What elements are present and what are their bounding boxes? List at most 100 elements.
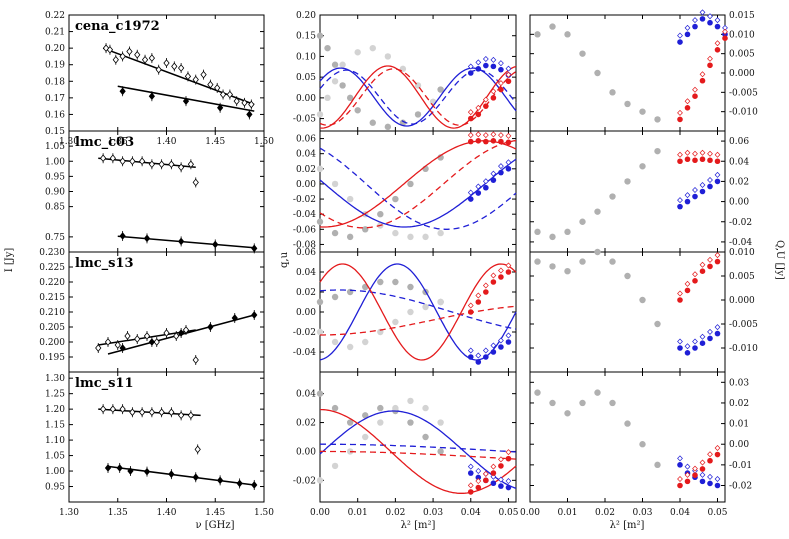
y-tick-label: 0.15 (296, 32, 316, 42)
u-open-point (714, 324, 721, 331)
y-tick-label: 0.06 (296, 135, 316, 145)
y-tick-label: 1.00 (45, 157, 65, 167)
grey-point (377, 404, 384, 412)
q-open-point (714, 151, 721, 158)
q-open-point (714, 40, 721, 47)
q-point (707, 157, 713, 164)
q-point (677, 482, 683, 489)
panel-frame (529, 371, 726, 503)
q-point (467, 309, 474, 315)
u-point (707, 19, 713, 26)
grey-point (564, 228, 571, 236)
data-point-open (124, 332, 131, 340)
grey-point (362, 433, 369, 441)
q-open-point (475, 131, 482, 138)
y-tick-label: 0.95 (45, 483, 65, 493)
q-point (684, 105, 691, 111)
q-open-point (467, 132, 474, 139)
grey-point (609, 193, 616, 200)
grey-point (549, 23, 556, 30)
panel-frame (319, 371, 517, 503)
model-curve-q_dashed (319, 139, 517, 229)
grey-point (407, 419, 414, 426)
y-tick-label: 0.85 (45, 203, 65, 213)
q-open-point (467, 109, 474, 116)
model-curve-q_solid (319, 140, 517, 228)
q-point (498, 138, 504, 145)
model-curve-u_solid (319, 410, 517, 490)
grey-point (437, 298, 444, 306)
model-curve-q_solid (319, 65, 517, 129)
q-point (490, 279, 497, 285)
y-tick-label: -0.04 (293, 348, 316, 358)
q-point (483, 289, 489, 295)
u-open-point (684, 343, 691, 350)
grey-point (331, 229, 339, 237)
grey-point (564, 410, 571, 417)
y-tick-label: -0.05 (293, 115, 316, 125)
data-point-filled (148, 92, 155, 101)
u-open-point (498, 337, 504, 344)
q-point (699, 268, 706, 275)
source-label: lmc_c03 (75, 135, 134, 150)
u-point (467, 354, 474, 360)
data-point-open (141, 55, 149, 64)
data-point-open (129, 157, 136, 166)
x-tick-label: 0.05 (498, 508, 518, 518)
q-open-point (490, 272, 497, 279)
data-point-open (106, 45, 114, 54)
u-point (714, 330, 721, 337)
u-point (505, 166, 512, 172)
y-tick-label: 0.10 (296, 52, 316, 62)
grey-point (624, 178, 631, 185)
q-open-point (699, 71, 706, 78)
u-open-point (707, 473, 713, 480)
y-tick-label: -0.02 (729, 481, 752, 491)
u-point (684, 31, 691, 38)
q-open-point (692, 150, 698, 157)
data-point-filled (119, 344, 126, 352)
panel-stokes-I-lmc_s11: 0.95 1.00 1.05 1.10 1.15 1.20 1.25 1.30 1.30 1.35… (45, 371, 274, 518)
y-tick-label: -0.08 (293, 240, 316, 250)
grey-point (316, 32, 324, 39)
data-point-open (134, 335, 141, 343)
u-open-point (699, 471, 706, 478)
data-point-open (187, 411, 194, 420)
y-tick-label: 1.00 (45, 467, 65, 477)
u-open-point (714, 171, 721, 178)
grey-point (392, 229, 399, 237)
u-point (475, 359, 482, 365)
y-tick-label: 0.04 (729, 157, 749, 167)
u-point (699, 188, 706, 195)
grey-point (407, 308, 414, 316)
data-point-filled (246, 110, 253, 119)
q-point (467, 489, 474, 495)
grey-point (354, 49, 361, 56)
u-point (707, 183, 713, 190)
q-open-point (677, 475, 683, 482)
y-tick-label: 0.95 (45, 172, 65, 182)
u-open-point (498, 476, 504, 483)
y-tick-label: 0.005 (729, 272, 755, 282)
grey-point (392, 195, 399, 203)
x-tick-label: 0.04 (670, 508, 690, 518)
model-curve-u_solid (319, 67, 517, 127)
u-open-point (684, 192, 691, 199)
q-open-point (677, 109, 683, 116)
data-point-open (126, 47, 133, 56)
data-point-open (163, 59, 170, 67)
data-point-open (148, 54, 155, 62)
data-point-open (109, 154, 116, 163)
y-tick-label: 0.010 (729, 30, 755, 40)
grey-point (422, 233, 429, 241)
q-open-point (475, 104, 482, 111)
grey-point (362, 412, 369, 419)
q-point (475, 111, 482, 118)
u-point (684, 350, 691, 356)
source-label: lmc_s11 (75, 376, 134, 391)
y-tick-label: 1.05 (45, 142, 65, 152)
grey-point (422, 404, 429, 412)
q-point (483, 103, 489, 109)
data-point-filled (143, 234, 151, 243)
